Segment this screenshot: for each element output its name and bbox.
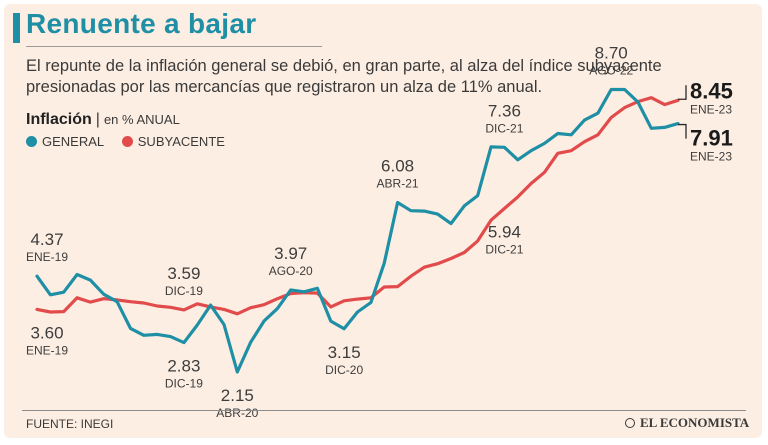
data-label-general-dic-19: 2.83 [167,357,200,376]
data-label-subyacente-dic-21: 5.94 [488,223,521,242]
date-label-general-abr-21: ABR-21 [377,176,419,190]
data-label-general-abr-21: 6.08 [381,156,414,175]
date-label-general-abr-20: ABR-20 [216,406,258,420]
end-value-general: 7.91 [690,126,733,151]
data-label-subyacente-ene-19: 3.60 [30,323,63,342]
title-divider [26,46,322,47]
date-label-general-ene-19: ENE-19 [26,250,68,264]
data-label-general-abr-20: 2.15 [221,386,254,405]
date-label-general-ago-22: AGO-22 [589,64,633,78]
data-label-general-ago-20: 3.97 [274,244,307,263]
brand-logo: EL ECONOMISTA [640,415,750,430]
legend-subyacente-swatch [121,136,133,147]
chart-label-unit: en % ANUAL [103,112,180,127]
date-label-general-ago-20: AGO-20 [269,264,313,278]
footer-divider [22,410,746,411]
date-label-general-dic-20: DIC-20 [325,363,363,377]
subtitle: El repunte de la inflación general se de… [26,57,662,96]
infographic-background [4,4,762,438]
date-label-general-dic-21: DIC-21 [485,121,523,135]
date-label-subyacente-dic-21: DIC-21 [485,243,523,257]
end-connector-general [678,123,687,139]
end-value-subyacente: 8.45 [690,78,733,103]
date-label-general-dic-19: DIC-19 [165,377,203,391]
page-title: Renuente a bajar [26,8,257,39]
series-line-subyacente [35,96,680,316]
series-line-general [35,87,680,374]
date-label-subyacente-dic-19: DIC-19 [165,284,203,298]
source-note: FUENTE: INEGI [26,417,114,431]
brand-logo-icon [625,418,635,428]
legend: GENERAL SUBYACENTE [26,134,239,149]
legend-subyacente-label: SUBYACENTE [137,134,225,149]
end-date-general: ENE-23 [690,150,732,164]
end-date-subyacente: ENE-23 [690,102,732,116]
legend-item-subyacente: SUBYACENTE [121,134,225,149]
data-label-general-dic-21: 7.36 [488,101,521,120]
end-connector-subyacente [678,85,687,100]
data-label-subyacente-dic-19: 3.59 [167,264,200,283]
legend-general-label: GENERAL [42,134,105,149]
chart-label-main: Inflación [26,111,92,128]
title-accent-bar [13,13,20,43]
legend-item-general: GENERAL [26,134,104,149]
chart-label: Inflación | en % ANUAL [26,111,180,129]
data-label-general-ene-19: 4.37 [30,230,63,249]
date-label-subyacente-ene-19: ENE-19 [26,343,68,357]
legend-general-swatch [26,136,37,147]
data-label-general-ago-22: 8.70 [595,44,628,63]
data-label-general-dic-20: 3.15 [328,343,361,362]
chart-label-separator: | [95,111,100,128]
